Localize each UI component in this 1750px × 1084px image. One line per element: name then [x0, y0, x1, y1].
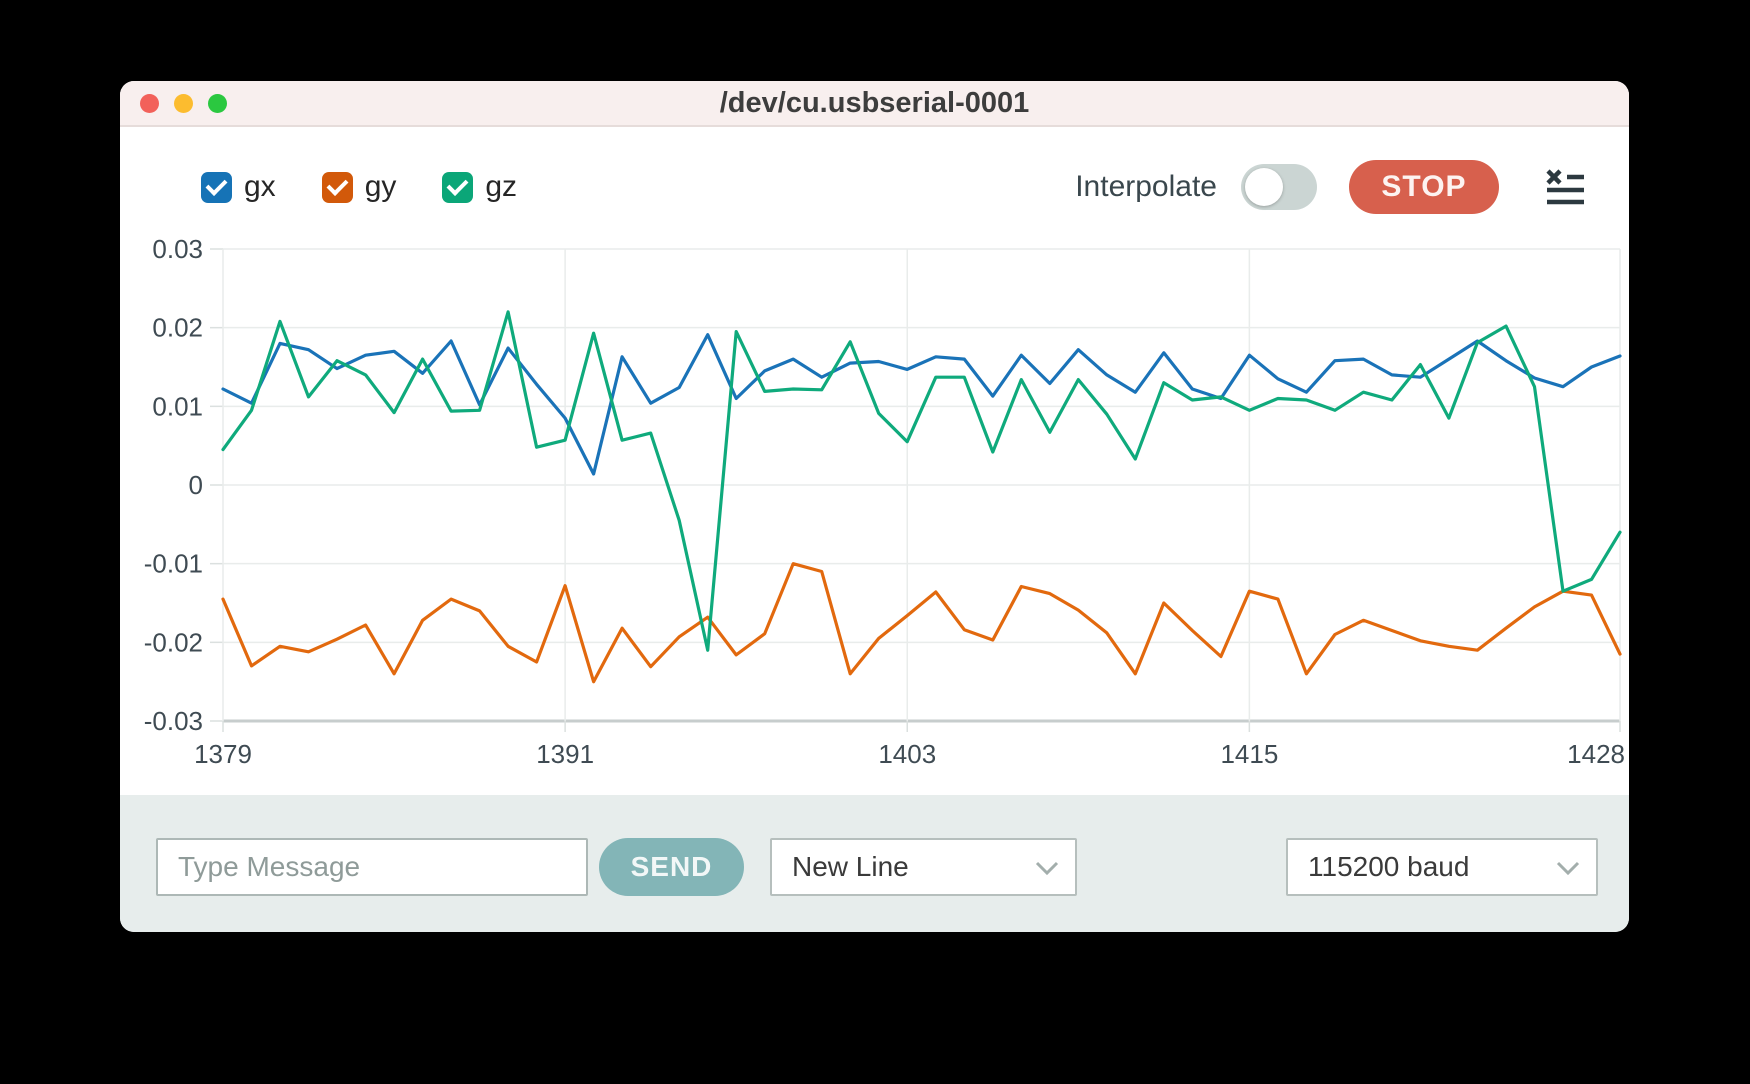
- minimize-button[interactable]: [174, 93, 193, 113]
- line-ending-value: New Line: [792, 851, 909, 882]
- window-title: /dev/cu.usbserial-0001: [719, 86, 1030, 119]
- series-gx: [221, 333, 1622, 476]
- y-axis-label: 0: [189, 470, 203, 500]
- y-axis-label: 0.01: [152, 391, 203, 421]
- chevron-down-icon: [1556, 861, 1580, 876]
- line-ending-select[interactable]: New Line: [770, 838, 1077, 896]
- series-legend: gx gy gz: [201, 151, 517, 223]
- baud-rate-select[interactable]: 115200 baud: [1286, 838, 1598, 896]
- send-button[interactable]: SEND: [599, 838, 744, 896]
- gz-checkbox[interactable]: [442, 171, 474, 203]
- x-axis-label: 1391: [536, 739, 594, 769]
- x-axis-label: 1428: [1567, 739, 1625, 769]
- toolbar-right-controls: Interpolate STOP: [1075, 151, 1587, 223]
- x-axis-label: 1403: [878, 739, 936, 769]
- series-toggle-gz[interactable]: gz: [442, 170, 517, 204]
- interpolate-label: Interpolate: [1075, 170, 1217, 203]
- x-axis-label: 1379: [194, 739, 252, 769]
- gx-label: gx: [244, 170, 276, 203]
- message-input[interactable]: [156, 838, 588, 896]
- series-toggle-gx[interactable]: gx: [201, 170, 276, 204]
- chevron-down-icon: [1035, 861, 1059, 876]
- y-axis-label: -0.03: [144, 706, 203, 736]
- stop-button[interactable]: STOP: [1349, 160, 1499, 214]
- zoom-button[interactable]: [208, 93, 227, 113]
- clear-console-icon[interactable]: [1543, 165, 1587, 209]
- baud-rate-value: 115200 baud: [1308, 851, 1470, 882]
- close-button[interactable]: [140, 93, 159, 113]
- gy-checkbox[interactable]: [321, 171, 353, 203]
- title-bar[interactable]: /dev/cu.usbserial-0001: [120, 81, 1629, 127]
- app-window: 0.03 0.02 0.01 0 -0.01 -0.02 -0.03 1379 1391 1403…: [120, 81, 1629, 932]
- series-gz: [221, 310, 1622, 652]
- bottom-bar: SEND New Line 115200 baud: [120, 795, 1629, 932]
- toolbar: gx gy gz Interpolate STOP: [120, 151, 1629, 223]
- series-gy: [221, 562, 1622, 684]
- traffic-lights: [140, 81, 227, 125]
- toggle-knob: [1245, 168, 1283, 206]
- y-axis-label: 0.03: [152, 234, 203, 264]
- x-axis-label: 1415: [1220, 739, 1278, 769]
- interpolate-toggle[interactable]: [1241, 164, 1317, 210]
- gx-checkbox[interactable]: [201, 171, 232, 203]
- series-toggle-gy[interactable]: gy: [321, 170, 397, 204]
- gz-label: gz: [485, 170, 518, 203]
- gy-label: gy: [364, 170, 397, 203]
- y-axis-label: -0.02: [144, 627, 203, 657]
- y-axis-label: 0.02: [152, 313, 203, 343]
- y-axis-label: -0.01: [144, 549, 203, 579]
